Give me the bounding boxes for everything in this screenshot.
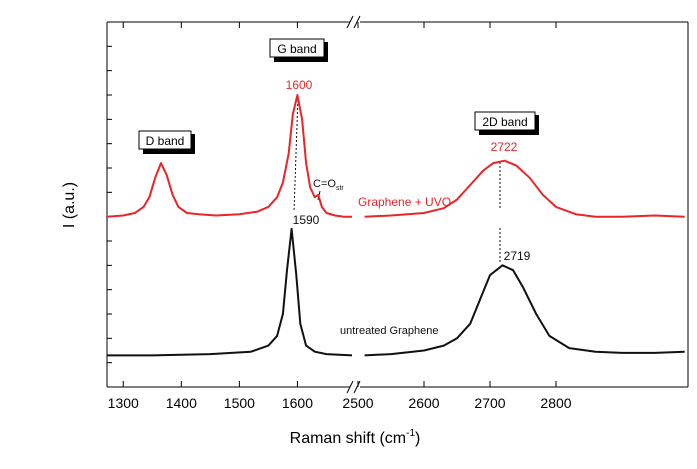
peak-label: 2719 xyxy=(504,249,531,263)
peak-label: 1600 xyxy=(286,78,313,92)
series-line xyxy=(107,227,685,357)
co-label: C=Ostr xyxy=(313,178,344,192)
x-axis-label: Raman shift (cm-1) xyxy=(290,428,421,447)
x-tick-label: 1500 xyxy=(224,395,255,411)
d-band-label: D band xyxy=(146,134,185,148)
series-label: untreated Graphene xyxy=(340,325,438,337)
peak-label: 2722 xyxy=(491,140,518,154)
co-text: C=O xyxy=(313,178,336,190)
series-label: Graphene + UVO xyxy=(358,195,451,209)
peak-label: 1590 xyxy=(293,213,320,227)
x-tick-label: 2600 xyxy=(408,395,439,411)
series-line xyxy=(106,94,685,218)
x-tick-label: 1400 xyxy=(166,395,197,411)
x-tick-label: 1600 xyxy=(282,395,313,411)
axis-break xyxy=(346,15,361,394)
x-tick-label: 2800 xyxy=(540,395,571,411)
2d-band-label: 2D band xyxy=(482,115,527,129)
x-tick-label: 2700 xyxy=(474,395,505,411)
label-box xyxy=(138,130,192,150)
label-box xyxy=(269,38,325,58)
co-sub: str xyxy=(336,185,344,192)
shift-line xyxy=(293,95,299,213)
axis-frame xyxy=(106,15,689,394)
x-label-end: ) xyxy=(415,430,420,447)
x-tick-label: 1300 xyxy=(108,395,139,411)
label-box xyxy=(474,111,536,131)
x-label-text: Raman shift (cm xyxy=(290,430,406,447)
x-label-sup: -1 xyxy=(406,428,415,439)
x-tick-label: 2500 xyxy=(342,395,373,411)
y-axis-label: I (a.u.) xyxy=(61,182,78,228)
g-band-label: G band xyxy=(277,42,316,56)
